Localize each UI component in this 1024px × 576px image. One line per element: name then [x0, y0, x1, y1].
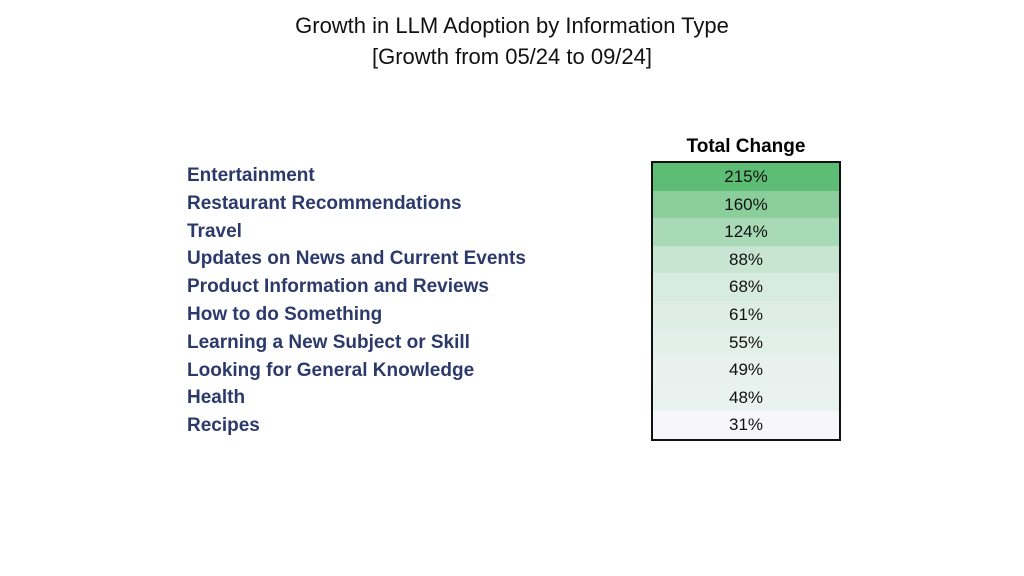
chart-title: Growth in LLM Adoption by Information Ty… [295, 13, 729, 38]
category-label: How to do Something [187, 303, 383, 325]
category-label: Learning a New Subject or Skill [187, 331, 470, 353]
value-cell: 68% [653, 273, 839, 301]
column-header: Total Change [686, 136, 806, 157]
value-cell: 88% [653, 245, 839, 274]
category-label: Restaurant Recommendations [187, 192, 462, 214]
category-labels: Entertainment Restaurant Recommendations… [187, 162, 627, 440]
category-label: Updates on News and Current Events [187, 248, 526, 270]
category-label: Entertainment [187, 165, 315, 186]
value-cell: 124% [653, 218, 839, 246]
value-cell: 31% [653, 411, 839, 439]
total-change-table: 215% 160% 124% 88% 68% 61% 55% 49% 48% 3… [651, 161, 841, 441]
chart-subtitle: [Growth from 05/24 to 09/24] [371, 44, 653, 69]
category-label: Product Information and Reviews [187, 276, 489, 298]
value-cell: 49% [653, 356, 839, 384]
category-label: Looking for General Knowledge [187, 359, 475, 381]
value-cell: 215% [653, 163, 839, 191]
category-label: Recipes [187, 415, 260, 437]
category-label: Travel [187, 220, 242, 242]
value-cell: 61% [653, 301, 839, 329]
value-cell: 160% [653, 190, 839, 219]
category-label: Health [187, 387, 246, 409]
value-cell: 48% [653, 383, 839, 412]
value-cell: 55% [653, 328, 839, 357]
